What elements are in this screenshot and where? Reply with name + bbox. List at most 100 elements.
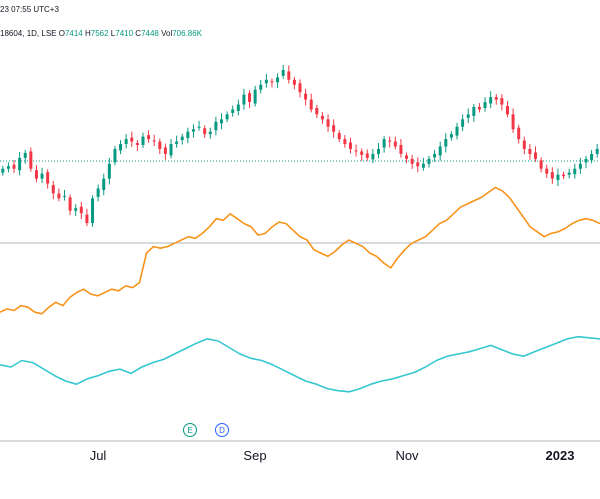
candle-body [578, 163, 582, 169]
candle-body [214, 121, 218, 131]
candle-body [57, 193, 61, 199]
close-label: C [135, 29, 142, 38]
symbol-info: 18604, 1D, LSE [0, 29, 57, 38]
high-label: H [84, 29, 91, 38]
dividend-icon [215, 423, 229, 437]
candle-body [590, 153, 594, 161]
candle-body [91, 198, 95, 224]
candle-body [489, 97, 493, 104]
candle-body [595, 148, 599, 154]
candle-body [6, 166, 10, 169]
low-label: L [110, 29, 116, 38]
candle-body [539, 160, 543, 169]
candle-body [158, 141, 162, 149]
candle-body [74, 208, 78, 211]
earnings-icon [183, 423, 197, 437]
candle-body [427, 158, 431, 164]
candle-body [298, 83, 302, 93]
candle-body [573, 168, 577, 175]
candle-body [534, 152, 538, 159]
candle-body [96, 188, 100, 197]
candle-body [51, 185, 55, 194]
candle-body [449, 134, 453, 138]
candle-body [304, 93, 308, 100]
candle-body [197, 126, 201, 128]
x-tick-label: Nov [395, 448, 419, 463]
close-value: 7448 [141, 29, 159, 38]
ohlc-legend: 18604, 1D, LSE O7414 H7562 L7410 C7448 V… [0, 29, 202, 38]
candle-body [438, 146, 442, 156]
candle-body [152, 140, 156, 142]
candle-body [236, 104, 240, 111]
candle-body [309, 99, 313, 110]
candle-body [421, 163, 425, 168]
candle-body [175, 141, 179, 145]
candle-body [107, 163, 111, 179]
candle-body [371, 153, 375, 160]
candle-body [68, 197, 72, 211]
candle-body [444, 139, 448, 147]
candle-body [377, 148, 381, 154]
candle-body [483, 102, 487, 108]
candle-body [455, 126, 459, 136]
candle-body [348, 142, 352, 149]
orange-series-line [0, 186, 600, 315]
candle-body [147, 135, 151, 140]
candle-body [231, 109, 235, 113]
x-tick-label: Sep [243, 448, 266, 463]
candle-body [119, 144, 123, 151]
candle-body [494, 97, 498, 100]
candle-body [416, 162, 420, 167]
candle-body [208, 131, 212, 135]
candle-body [135, 143, 139, 146]
cyan-series-line [0, 335, 600, 393]
candle-body [466, 114, 470, 118]
candle-body [12, 164, 16, 169]
open-label: O [58, 29, 65, 38]
candle-body [292, 79, 296, 85]
candle-body [477, 106, 481, 110]
timestamp-text: 23 07:55 UTC+3 [0, 5, 59, 14]
candle-body [242, 94, 246, 105]
candle-body [584, 158, 588, 163]
candle-body [500, 98, 504, 105]
candle-body [102, 178, 106, 190]
candle-body [287, 71, 291, 80]
candle-body [180, 136, 184, 141]
candle-body [433, 153, 437, 158]
x-tick-label: Jul [90, 448, 107, 463]
candle-body [511, 114, 515, 130]
candle-body [337, 133, 341, 140]
candle-body [186, 131, 190, 139]
candle-body [461, 119, 465, 127]
candle-body [522, 140, 526, 149]
candle-body [505, 105, 509, 115]
candle-body [276, 77, 280, 83]
candle-body [343, 139, 347, 145]
candle-body [517, 127, 521, 140]
candle-body [141, 136, 145, 146]
candle-body [315, 107, 319, 115]
candle-body [18, 157, 22, 171]
candle-body [365, 153, 369, 158]
candle-body [225, 114, 229, 120]
candle-body [259, 84, 263, 90]
candle-body [79, 206, 83, 214]
candle-body [23, 152, 27, 158]
candle-body [545, 168, 549, 174]
candle-body [388, 140, 392, 142]
x-tick-label: 2023 [546, 448, 575, 463]
candle-body [567, 172, 571, 175]
candle-body [264, 79, 268, 84]
candle-body [332, 125, 336, 132]
candle-body [556, 174, 560, 181]
candle-body [528, 148, 532, 154]
volume-value: 706.86K [172, 29, 203, 38]
candle-body [472, 106, 476, 116]
candle-body [34, 170, 38, 179]
candle-body [62, 195, 66, 197]
candle-body [410, 158, 414, 164]
candle-body [248, 93, 252, 103]
candle-body [113, 148, 117, 163]
